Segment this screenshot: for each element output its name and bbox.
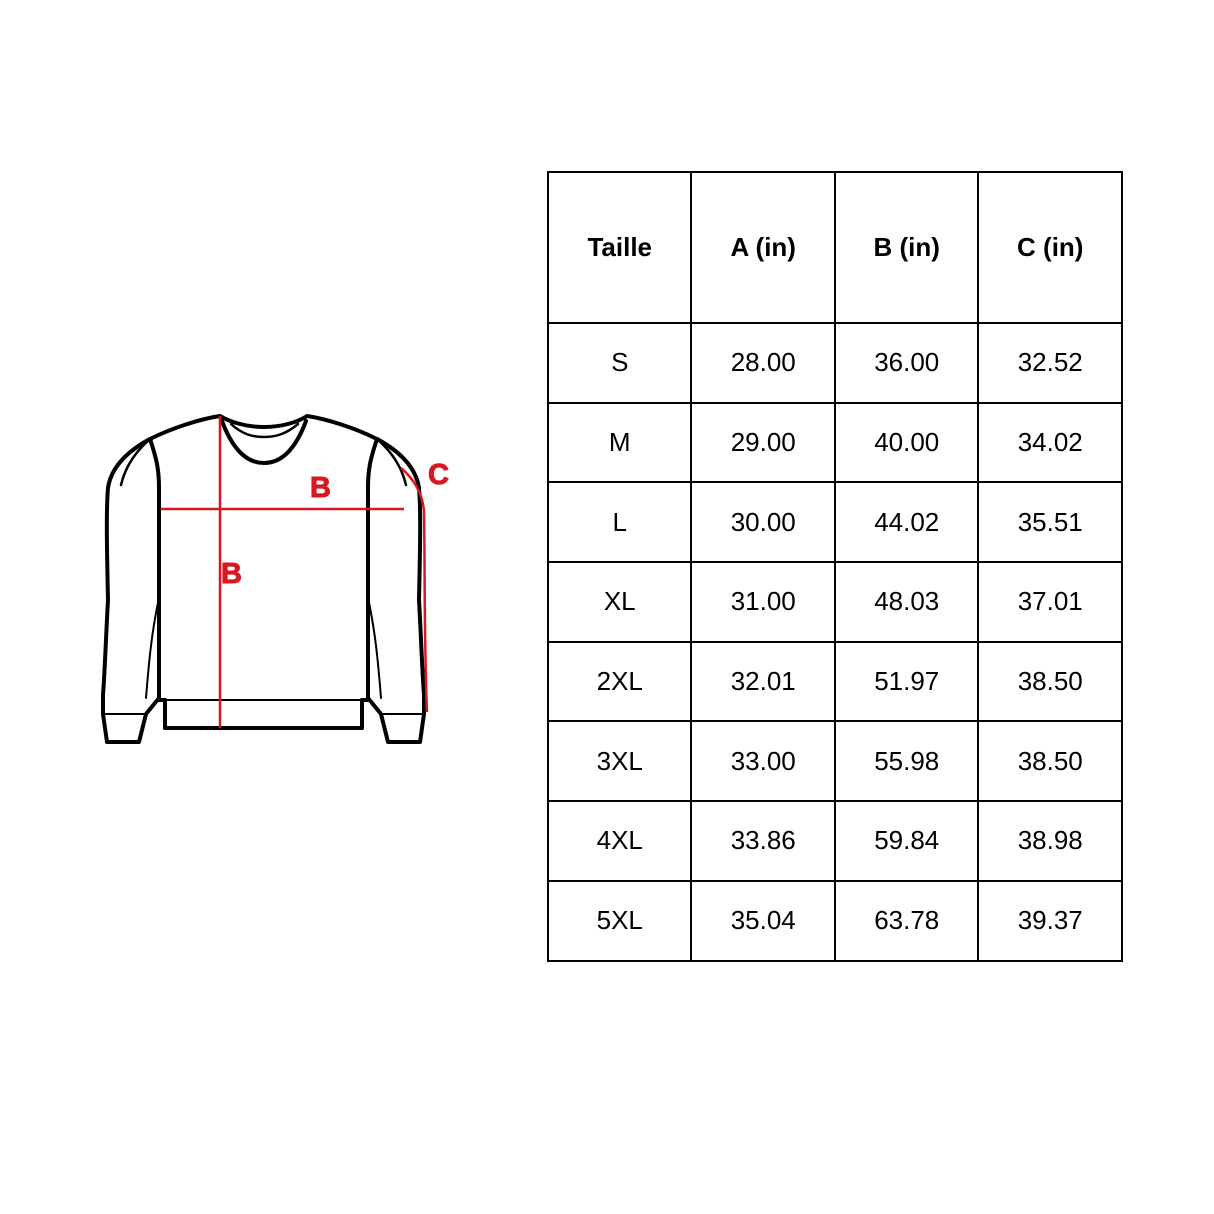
svg-text:B: B bbox=[310, 472, 331, 504]
svg-text:B: B bbox=[221, 558, 242, 590]
svg-text:C: C bbox=[428, 459, 449, 491]
